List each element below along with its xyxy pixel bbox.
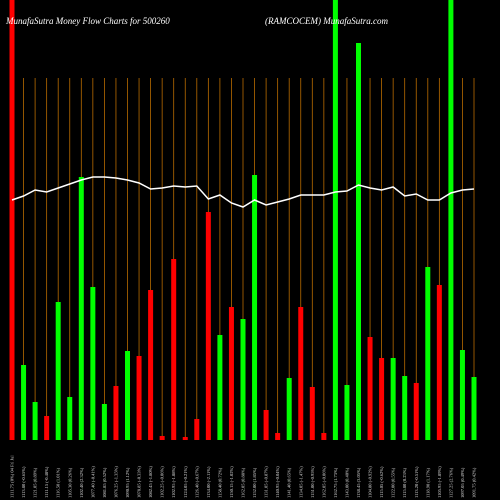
x-tick-label: 1076.25 (-1.35%) <box>113 466 118 498</box>
x-tick-label: 1115.80 (0.23%) <box>402 467 407 498</box>
bar <box>344 385 350 440</box>
x-tick-label: 1091.75 (0.42%) <box>472 467 477 498</box>
x-tick-label: 1134.00 (-2.11%) <box>206 466 211 498</box>
bar <box>205 212 211 440</box>
bar <box>459 350 465 440</box>
x-tick-label: 1097.05 (0.49%) <box>460 467 465 498</box>
bar <box>32 402 38 440</box>
bar <box>101 404 107 440</box>
x-tick-label: 1081.85 (0.52%) <box>102 467 107 498</box>
bar <box>9 0 15 440</box>
x-tick-label: 1124.05 (-0.21%) <box>183 466 188 498</box>
x-tick-label: 1078.85 (-0.33%) <box>137 466 142 498</box>
chart-title: MunafaSutra Money Flow Charts for 500260 <box>5 16 170 26</box>
bar <box>240 319 246 440</box>
x-tick-label: 1162.75 (1.73%) <box>333 467 338 498</box>
x-tick-label: 1143.00 (0.40%) <box>344 467 349 498</box>
x-tick-label: 1102.95 (-1.88%) <box>171 466 176 498</box>
x-tick-label: 1134.05 (-1.47%) <box>298 466 303 498</box>
bar <box>21 365 27 440</box>
x-tick-label: 1121.05 (0.89%) <box>33 467 38 498</box>
bar <box>402 376 408 440</box>
bar <box>78 177 84 440</box>
x-tick-label: 1162.05 (-0.06%) <box>321 466 326 498</box>
bar <box>90 287 96 440</box>
bar <box>182 437 188 440</box>
x-tick-label: 1116.50 (1.01%) <box>56 467 61 498</box>
x-tick-label: 1113.20 (-0.51%) <box>414 466 419 498</box>
bar <box>275 433 281 440</box>
bar <box>448 0 454 440</box>
x-tick-label: 1138.45 (3.05%) <box>356 467 361 498</box>
bar <box>286 378 292 440</box>
bar <box>159 436 165 440</box>
bar <box>298 307 304 440</box>
x-tick-label: 1102.40 (2.32%) <box>79 467 84 498</box>
x-tick-label: 1158.40 (0.72%) <box>217 467 222 498</box>
bar <box>113 386 119 440</box>
bar <box>379 358 385 440</box>
x-tick-label: 1111.15 (-0.48%) <box>44 466 49 498</box>
x-tick-label: 1105.30 (0.26%) <box>67 467 72 498</box>
x-tick-label: 1140.95 (-0.04%) <box>275 466 280 498</box>
x-tick-label: 1131.05 (-0.87%) <box>264 466 269 498</box>
x-tick-label: 1152.00 (1.85%) <box>252 467 257 498</box>
x-tick-label: 1141.40 (0.65%) <box>287 467 292 498</box>
bar <box>263 410 269 440</box>
bar <box>55 302 61 440</box>
x-tick-label: 1126.40 (-0.67%) <box>194 466 199 498</box>
bar <box>171 259 177 440</box>
bar <box>321 433 327 440</box>
bar <box>471 377 477 440</box>
x-tick-label: 1102.25 (-0.06%) <box>160 466 165 498</box>
x-tick-label: 1122.00 (0.55%) <box>391 467 396 498</box>
bar <box>367 337 373 440</box>
bar <box>148 290 154 440</box>
bar <box>194 419 200 440</box>
bar <box>309 387 315 440</box>
bar <box>252 175 258 440</box>
x-tick-label: 1162.05 (0.88%) <box>241 467 246 498</box>
x-tick-label: 1090.95 (1.12%) <box>125 467 130 498</box>
bar <box>425 267 431 440</box>
chart-subtitle: (RAMCOCEM) MunafaSutra.com <box>265 16 388 26</box>
bar <box>356 43 361 440</box>
bar <box>136 356 142 440</box>
money-flow-line <box>11 176 475 208</box>
bar <box>125 351 130 440</box>
bar <box>332 0 338 440</box>
x-tick-label: 1150.15 (-1.02%) <box>229 466 234 498</box>
x-tick-label: 1104.80 (-0.92%) <box>368 466 373 498</box>
x-tick-label: 1077.40 (-0.41%) <box>90 466 95 498</box>
bar <box>44 416 50 440</box>
bar <box>228 307 234 440</box>
x-tick-label: 1082.45 (-1.80%) <box>148 466 153 498</box>
bar <box>390 358 396 440</box>
x-tick-label: 1115.05 (-0.62%) <box>379 466 384 498</box>
x-tick-label: 1118.90 (1.17%) <box>425 467 430 498</box>
x-tick-label: 1113.80 (-0.65%) <box>21 466 26 498</box>
x-tick-label: 1105.95 (-1.89%) <box>437 466 442 498</box>
bar <box>67 397 73 440</box>
bar <box>413 383 419 440</box>
x-tick-label: 1111.75 (0%) 04 Fri Jul <box>10 455 15 498</box>
x-tick-label: 1127.25 (2.76%) <box>448 467 453 498</box>
bar <box>436 285 442 440</box>
x-tick-label: 1151.00 (-0.95%) <box>310 466 315 498</box>
bar <box>217 335 223 440</box>
